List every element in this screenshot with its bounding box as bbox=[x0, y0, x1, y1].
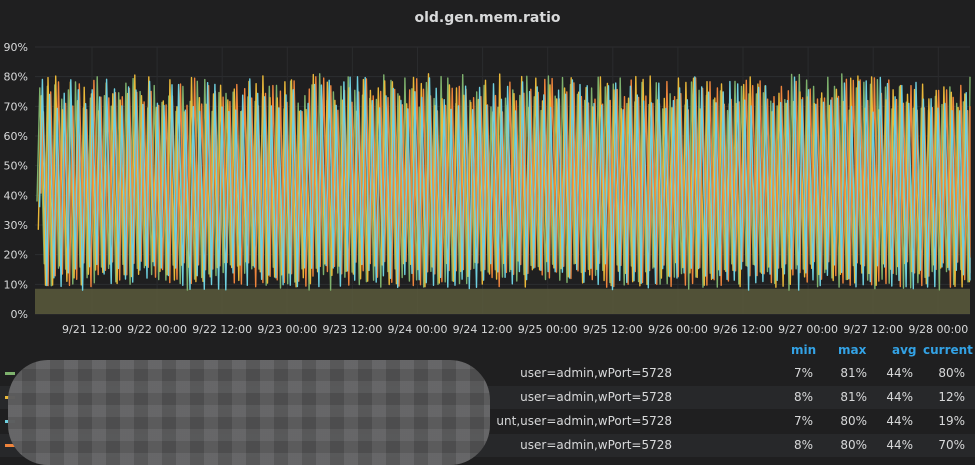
legend-header-current[interactable]: current bbox=[923, 343, 973, 357]
legend-header-min[interactable]: min bbox=[791, 343, 817, 357]
y-tick-label: 60% bbox=[4, 130, 28, 143]
legend-value-avg: 44% bbox=[886, 390, 913, 404]
legend-series-name[interactable]: user=admin,wPort=5728 bbox=[520, 366, 672, 380]
x-tick-label: 9/25 12:00 bbox=[583, 323, 643, 336]
legend-value-current: 70% bbox=[938, 438, 965, 452]
x-tick-label: 9/22 12:00 bbox=[192, 323, 252, 336]
y-axis-ticks: 0% 10% 20% 30% 40% 50% 60% 70% 80% 90% bbox=[4, 41, 28, 321]
legend-value-min: 8% bbox=[793, 390, 813, 404]
legend-value-current: 80% bbox=[938, 366, 965, 380]
y-tick-label: 40% bbox=[4, 189, 28, 202]
legend-row[interactable]: unt,user=admin,wPort=5728 7% 80% 44% 19% bbox=[0, 410, 975, 433]
x-tick-label: 9/24 12:00 bbox=[453, 323, 513, 336]
x-tick-label: 9/28 00:00 bbox=[908, 323, 968, 336]
x-tick-label: 9/22 00:00 bbox=[127, 323, 187, 336]
y-tick-label: 30% bbox=[4, 219, 28, 232]
x-tick-label: 9/26 12:00 bbox=[713, 323, 773, 336]
legend-series-name[interactable]: user=admin,wPort=5728 bbox=[520, 438, 672, 452]
legend-header-avg[interactable]: avg bbox=[892, 343, 917, 357]
legend-header-max[interactable]: max bbox=[838, 343, 867, 357]
legend-value-avg: 44% bbox=[886, 366, 913, 380]
y-tick-label: 50% bbox=[4, 160, 28, 173]
y-tick-label: 90% bbox=[4, 41, 28, 54]
y-tick-label: 20% bbox=[4, 249, 28, 262]
redacted-area bbox=[8, 360, 490, 465]
legend-swatch[interactable] bbox=[5, 444, 15, 447]
legend-series-name[interactable]: unt,user=admin,wPort=5728 bbox=[496, 414, 672, 428]
series-line[interactable] bbox=[40, 76, 971, 288]
x-tick-label: 9/26 00:00 bbox=[648, 323, 708, 336]
panel-title[interactable]: old.gen.mem.ratio bbox=[414, 10, 561, 26]
x-tick-label: 9/24 00:00 bbox=[388, 323, 448, 336]
series-lines bbox=[36, 73, 971, 291]
legend-value-max: 81% bbox=[840, 366, 867, 380]
x-tick-label: 9/27 00:00 bbox=[778, 323, 838, 336]
area-fill bbox=[35, 288, 970, 314]
legend-value-max: 81% bbox=[840, 390, 867, 404]
x-tick-label: 9/23 12:00 bbox=[322, 323, 382, 336]
legend-value-min: 8% bbox=[793, 438, 813, 452]
y-tick-label: 0% bbox=[11, 308, 28, 321]
legend-value-current: 19% bbox=[938, 414, 965, 428]
series-line[interactable] bbox=[37, 73, 971, 288]
y-tick-label: 80% bbox=[4, 71, 28, 84]
x-tick-label: 9/21 12:00 bbox=[62, 323, 122, 336]
x-axis-ticks: 9/21 12:00 9/22 00:00 9/22 12:00 9/23 00:00… bbox=[62, 323, 968, 336]
legend-value-min: 7% bbox=[793, 414, 813, 428]
legend-value-avg: 44% bbox=[886, 438, 913, 452]
legend-series-name[interactable]: user=admin,wPort=5728 bbox=[520, 390, 672, 404]
x-tick-label: 9/27 12:00 bbox=[843, 323, 903, 336]
x-tick-label: 9/23 00:00 bbox=[257, 323, 317, 336]
baseline-fill bbox=[35, 288, 970, 314]
legend-value-max: 80% bbox=[840, 438, 867, 452]
x-tick-label: 9/25 00:00 bbox=[518, 323, 578, 336]
y-tick-label: 70% bbox=[4, 100, 28, 113]
legend-value-min: 7% bbox=[793, 366, 813, 380]
legend-value-avg: 44% bbox=[886, 414, 913, 428]
legend-swatch[interactable] bbox=[5, 372, 15, 375]
series-line[interactable] bbox=[38, 76, 971, 291]
line-chart: 0% 10% 20% 30% 40% 50% 60% 70% 80% 90% 9/21 12:00… bbox=[4, 41, 971, 336]
y-tick-label: 10% bbox=[4, 278, 28, 291]
legend-value-max: 80% bbox=[840, 414, 867, 428]
legend-row[interactable]: user=admin,wPort=5728 7% 81% 44% 80% bbox=[0, 362, 975, 385]
legend-value-current: 12% bbox=[938, 390, 965, 404]
